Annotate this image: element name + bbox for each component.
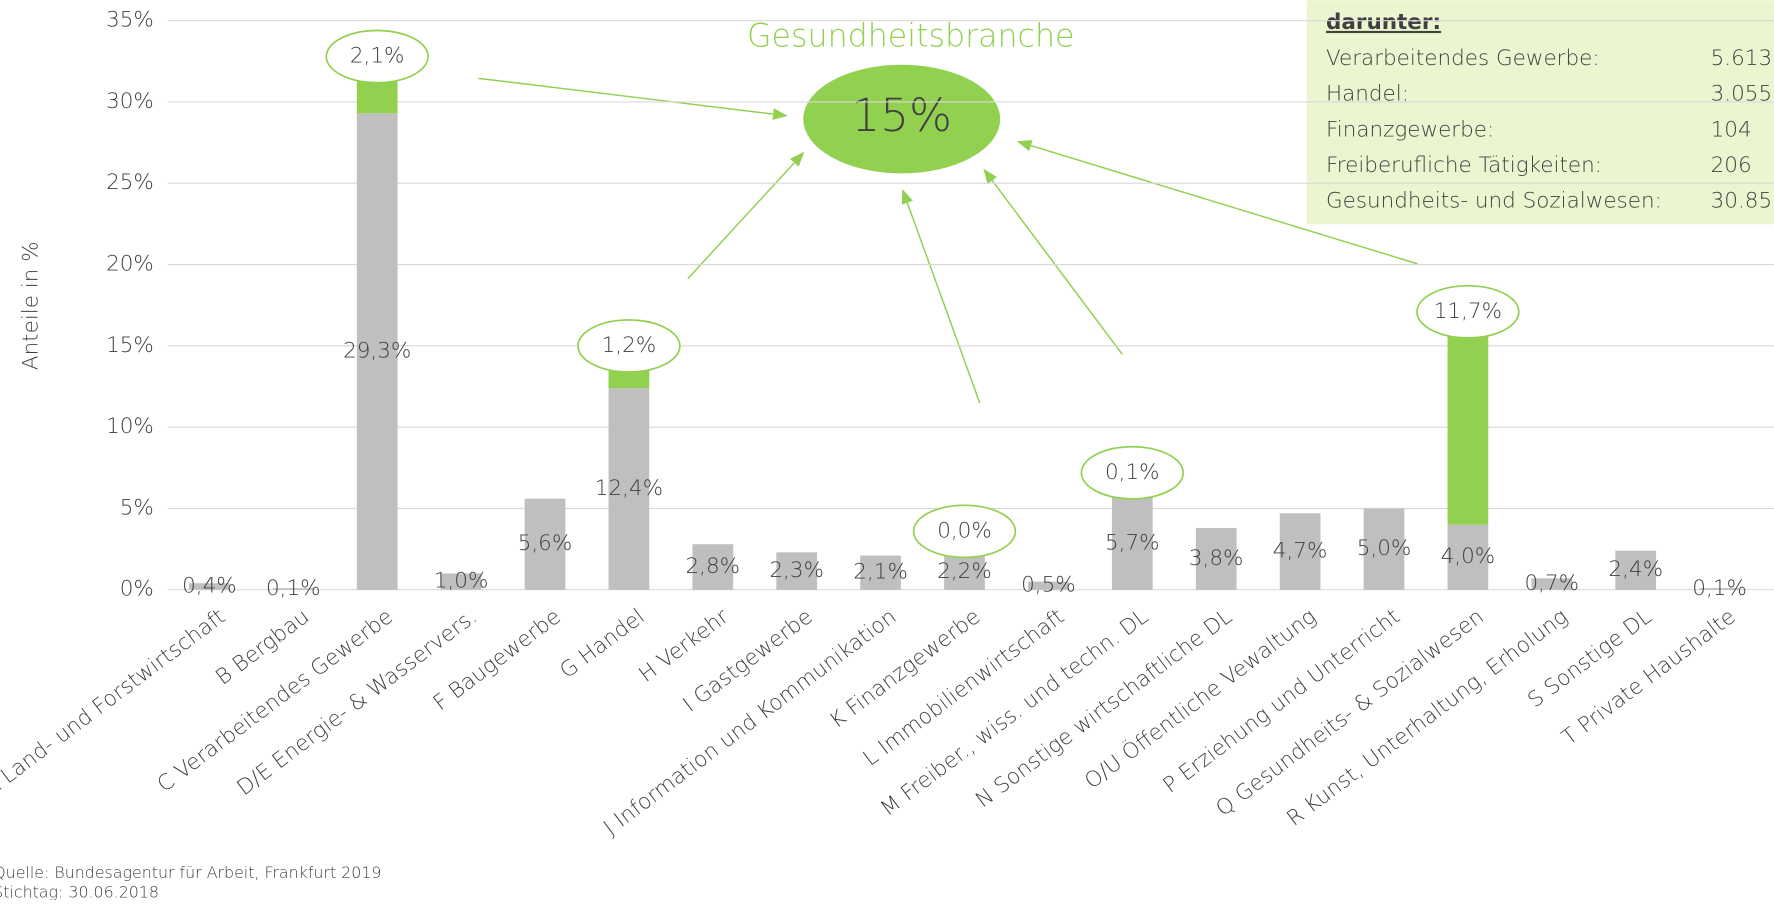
value-label: 1,2% — [602, 333, 657, 358]
info-label: Finanzgewerbe: — [1326, 117, 1494, 142]
info-label: Handel: — [1326, 82, 1409, 107]
bar-segment — [608, 368, 650, 389]
bar-segment — [356, 113, 398, 590]
y-tick-label: 20% — [106, 252, 154, 277]
value-label: 2,4% — [1608, 557, 1663, 582]
value-label: 4,7% — [1273, 539, 1328, 564]
y-tick-label: 25% — [106, 170, 154, 195]
source: Stichtag: 30.06.2018 — [0, 882, 159, 900]
label-ellipse — [1416, 284, 1520, 339]
value-label: 2,8% — [686, 554, 741, 579]
bar-segment — [1447, 334, 1489, 525]
bar-segment — [1363, 508, 1405, 590]
bar-segment — [1531, 578, 1573, 590]
bar-segment — [692, 544, 734, 590]
value-label: 4,0% — [1441, 544, 1496, 569]
value-label: 5,6% — [518, 531, 573, 556]
value-label: 12,4% — [595, 476, 663, 501]
bar-segment — [440, 573, 482, 590]
bar-segment — [1447, 524, 1489, 590]
value-label: 11,7% — [1434, 299, 1502, 324]
value-label: 5,7% — [1105, 530, 1160, 555]
value-label: 0,1% — [266, 576, 321, 601]
y-tick-label: 15% — [106, 333, 154, 358]
value-label: 2,3% — [769, 558, 824, 583]
value-label: 1,0% — [434, 569, 489, 594]
value-label: 2,1% — [853, 560, 908, 585]
info-label: Verarbeitendes Gewerbe: — [1326, 46, 1600, 71]
info-label: Freiberufliche Tätigkeiten: — [1326, 153, 1602, 178]
bar-segment — [1111, 497, 1153, 590]
label-ellipse — [577, 319, 681, 373]
bar-segment — [1195, 527, 1237, 590]
label-ellipse — [325, 29, 429, 84]
bar-segment — [356, 79, 398, 114]
annotation-title: Gesundheitsbranche — [747, 19, 1074, 55]
y-tick-label: 10% — [106, 414, 154, 439]
value-label: 5,0% — [1357, 536, 1412, 561]
value-label: 3,8% — [1189, 546, 1244, 571]
value-label: 2,1% — [350, 44, 405, 69]
label-ellipse — [912, 504, 1017, 559]
y-tick-label: 0% — [120, 577, 154, 602]
info-value: 5.613 — [1711, 46, 1773, 71]
label-ellipse — [1080, 445, 1185, 500]
bar-segment — [776, 552, 818, 590]
value-label: 0,1% — [1692, 576, 1747, 601]
bar-segment — [189, 583, 230, 590]
x-tick-label: J Information und Kommunikation — [599, 604, 901, 840]
bar-segment — [272, 588, 314, 590]
info-box — [1306, 0, 1774, 225]
value-label: 29,3% — [343, 339, 411, 364]
info-label: Gesundheits- und Sozialwesen: — [1326, 189, 1662, 214]
bar-segment — [524, 498, 566, 590]
info-value: 104 — [1711, 117, 1752, 142]
bar-segment — [944, 553, 985, 590]
value-label: 0,7% — [1525, 571, 1580, 596]
x-tick-label: G Handel — [555, 604, 649, 684]
arrows — [478, 77, 1418, 404]
y-tick-label: 30% — [106, 89, 154, 114]
value-label: 0,4% — [182, 573, 237, 598]
info-value: 206 — [1711, 153, 1752, 178]
info-value: 3.055 — [1711, 82, 1773, 107]
info-title: darunter: — [1326, 10, 1441, 35]
value-label: 0,0% — [937, 518, 992, 543]
value-label: 0,5% — [1021, 573, 1076, 598]
value-label: 0,1% — [1105, 460, 1160, 485]
bar-segment — [1028, 581, 1069, 590]
summary-value: 15% — [851, 89, 952, 142]
bar-segment — [1699, 588, 1740, 590]
bar-segment — [1615, 550, 1657, 590]
info-value: 30.85 — [1711, 189, 1773, 214]
bar-segment — [608, 388, 650, 590]
bar-segment — [860, 555, 901, 590]
x-tick-label: K Finanzgewerbe — [825, 604, 985, 733]
summary-ellipse — [803, 64, 1001, 174]
bar-segment — [1279, 513, 1321, 590]
source: Quelle: Bundesagentur für Arbeit, Frankf… — [0, 863, 381, 882]
y-tick-label: 35% — [106, 8, 154, 33]
y-tick-label: 5% — [120, 495, 154, 520]
y-axis-label: Anteile in % — [19, 241, 44, 370]
value-label: 2,2% — [937, 559, 992, 584]
